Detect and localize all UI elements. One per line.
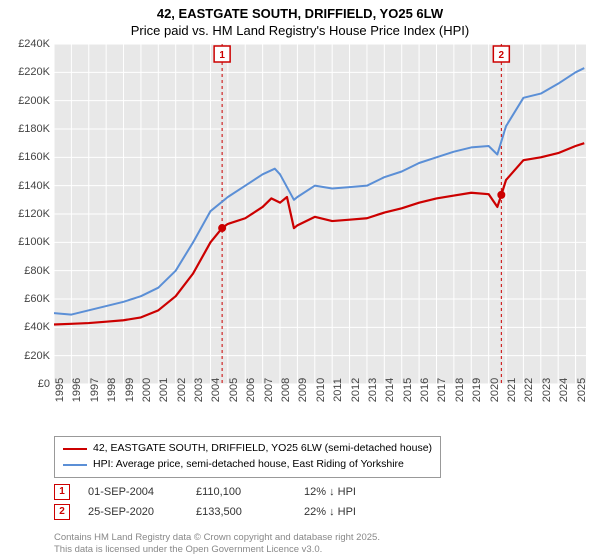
footer-note: Contains HM Land Registry data © Crown c… [54,532,380,556]
transaction-delta: 22% ↓ HPI [304,506,394,518]
x-tick-label: 2014 [384,378,396,402]
legend: 42, EASTGATE SOUTH, DRIFFIELD, YO25 6LW … [54,436,441,478]
x-tick-label: 2016 [419,378,431,402]
x-tick-label: 2017 [436,378,448,402]
x-tick-label: 2023 [541,378,553,402]
svg-text:1: 1 [219,50,225,61]
x-tick-label: 2013 [367,378,379,402]
x-tick-label: 2015 [402,378,414,402]
x-tick-label: 2005 [228,378,240,402]
x-tick-label: 2011 [332,378,344,402]
x-tick-label: 1996 [71,378,83,402]
x-tick-label: 1995 [54,378,66,402]
y-tick-label: £60K [24,293,50,305]
x-tick-label: 2020 [489,378,501,402]
legend-swatch [63,464,87,466]
plot-area: 12 [54,44,586,384]
x-tick-label: 2018 [454,378,466,402]
title-line-2: Price paid vs. HM Land Registry's House … [0,23,600,38]
legend-label: HPI: Average price, semi-detached house,… [93,457,404,473]
transaction-price: £110,100 [196,486,286,498]
y-axis: £0£20K£40K£60K£80K£100K£120K£140K£160K£1… [0,44,54,384]
legend-label: 42, EASTGATE SOUTH, DRIFFIELD, YO25 6LW … [93,441,432,457]
transaction-price: £133,500 [196,506,286,518]
x-tick-label: 2022 [523,378,535,402]
legend-swatch [63,448,87,450]
transaction-marker: 1 [54,484,70,500]
plot-svg: 12 [54,44,586,384]
transaction-marker: 2 [54,504,70,520]
x-tick-label: 2019 [471,378,483,402]
legend-item: HPI: Average price, semi-detached house,… [63,457,432,473]
x-tick-label: 2012 [350,378,362,402]
x-tick-label: 2007 [263,378,275,402]
y-tick-label: £200K [18,95,50,107]
transaction-date: 01-SEP-2004 [88,486,178,498]
x-axis: 1995199619971998199920002001200220032004… [54,384,586,434]
x-tick-label: 1999 [124,378,136,402]
x-tick-label: 2025 [576,378,588,402]
title-line-1: 42, EASTGATE SOUTH, DRIFFIELD, YO25 6LW [0,6,600,21]
x-tick-label: 2006 [245,378,257,402]
y-tick-label: £80K [24,265,50,277]
x-tick-label: 2024 [558,378,570,402]
x-tick-label: 2001 [158,378,170,402]
x-tick-label: 2009 [297,378,309,402]
x-tick-label: 2021 [506,378,518,402]
y-tick-label: £140K [18,180,50,192]
footer-line-2: This data is licensed under the Open Gov… [54,544,380,556]
chart-title: 42, EASTGATE SOUTH, DRIFFIELD, YO25 6LW … [0,0,600,38]
x-tick-label: 2010 [315,378,327,402]
y-tick-label: £240K [18,38,50,50]
transaction-date: 25-SEP-2020 [88,506,178,518]
svg-text:2: 2 [499,50,505,61]
y-tick-label: £120K [18,208,50,220]
y-tick-label: £0 [38,378,50,390]
y-tick-label: £220K [18,66,50,78]
chart-container: 42, EASTGATE SOUTH, DRIFFIELD, YO25 6LW … [0,0,600,560]
transaction-delta: 12% ↓ HPI [304,486,394,498]
x-tick-label: 2004 [210,378,222,402]
y-tick-label: £160K [18,151,50,163]
x-tick-label: 1997 [89,378,101,402]
x-tick-label: 1998 [106,378,118,402]
y-tick-label: £180K [18,123,50,135]
footer-line-1: Contains HM Land Registry data © Crown c… [54,532,380,544]
transaction-row: 1 01-SEP-2004 £110,100 12% ↓ HPI [54,484,394,500]
transactions-table: 1 01-SEP-2004 £110,100 12% ↓ HPI 2 25-SEP-202… [54,480,394,520]
x-tick-label: 2000 [141,378,153,402]
x-tick-label: 2003 [193,378,205,402]
transaction-row: 2 25-SEP-2020 £133,500 22% ↓ HPI [54,504,394,520]
y-tick-label: £20K [24,350,50,362]
y-tick-label: £40K [24,321,50,333]
x-tick-label: 2008 [280,378,292,402]
legend-item: 42, EASTGATE SOUTH, DRIFFIELD, YO25 6LW … [63,441,432,457]
x-tick-label: 2002 [176,378,188,402]
y-tick-label: £100K [18,236,50,248]
